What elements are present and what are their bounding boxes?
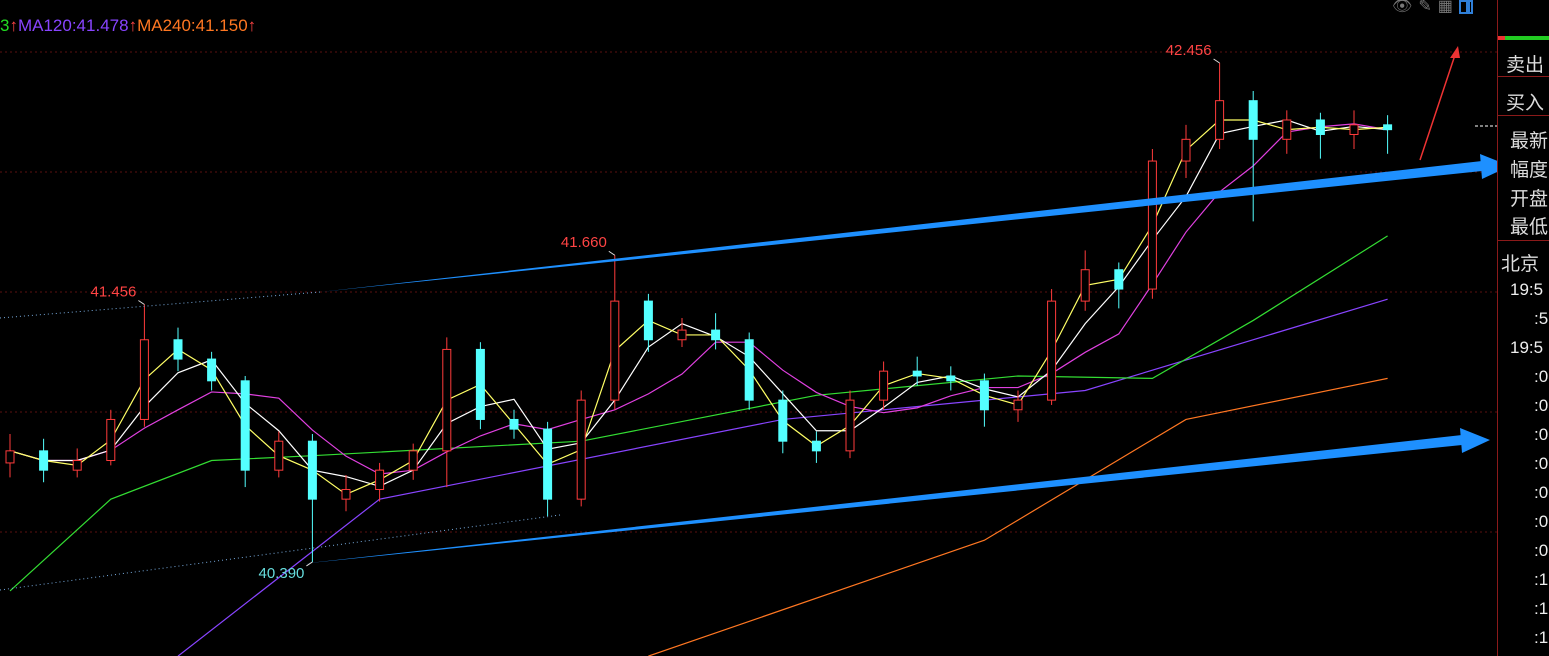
candle-up xyxy=(442,348,452,452)
open-label: 开盘 xyxy=(1510,189,1549,210)
channel-dotted-line xyxy=(0,291,321,319)
annotation-pointer xyxy=(138,300,145,305)
candle-up xyxy=(72,460,82,471)
trade-time: :1 xyxy=(1534,599,1549,618)
ma20-line xyxy=(9,123,1388,475)
legend-item: 3 xyxy=(0,16,10,35)
candle-up xyxy=(1215,100,1225,140)
candle-down xyxy=(240,380,250,471)
candle-down xyxy=(1315,119,1325,135)
candle-up xyxy=(1013,399,1023,411)
candle-up xyxy=(5,450,15,464)
buy-label: 买入 xyxy=(1506,93,1545,114)
upper-trend-arrow xyxy=(320,161,1482,292)
layout-icon[interactable] xyxy=(1458,0,1473,14)
candle-up xyxy=(408,450,418,471)
trade-time: 19:5 xyxy=(1510,280,1544,299)
ma-fast-line xyxy=(9,119,1388,496)
trade-time: :0 xyxy=(1534,425,1549,444)
candle-up xyxy=(375,469,385,490)
candle-up xyxy=(1181,138,1191,162)
arrow-head-icon xyxy=(1480,154,1497,179)
buy-sell-ratio-bar xyxy=(1498,36,1549,40)
change-label: 幅度 xyxy=(1510,160,1549,181)
candle-up xyxy=(1349,124,1359,135)
low-label: 最低 xyxy=(1510,217,1549,238)
trade-time: :5 xyxy=(1534,309,1549,328)
up-arrow-icon: ↑ xyxy=(9,16,18,35)
eye-icon[interactable]: 👁 xyxy=(1392,0,1413,15)
candle-up xyxy=(106,418,116,462)
candle-up xyxy=(610,300,620,401)
trade-time: :1 xyxy=(1534,570,1549,589)
candle-down xyxy=(744,339,754,401)
beijing-label: 北京 xyxy=(1501,254,1540,275)
candle-up xyxy=(879,370,889,401)
candle-up xyxy=(1047,300,1057,401)
ma120-line xyxy=(177,298,1388,656)
up-arrow-icon: ↑ xyxy=(247,16,257,35)
candle-down xyxy=(543,428,553,500)
candle-down xyxy=(643,300,653,341)
trade-time: 19:5 xyxy=(1510,338,1544,357)
grid-icon[interactable]: ▦ xyxy=(1437,0,1453,15)
candle-down xyxy=(778,399,788,442)
price-annotation: 41.660 xyxy=(561,234,607,251)
annotation-pointer xyxy=(1213,58,1220,64)
annotation-pointer xyxy=(306,561,313,567)
candle-down xyxy=(1114,269,1124,290)
pencil-icon[interactable]: ✎ xyxy=(1418,0,1432,15)
trade-time: :0 xyxy=(1534,541,1549,560)
candle-up xyxy=(845,399,855,452)
chart-toolbar: 👁 ✎ ▦ xyxy=(1392,0,1473,16)
annotation-pointer xyxy=(608,250,616,256)
candle-up xyxy=(341,488,351,500)
price-annotation: 40.390 xyxy=(259,565,305,582)
candle-down xyxy=(811,440,821,452)
trade-time: :0 xyxy=(1534,512,1549,531)
candle-down xyxy=(912,370,922,377)
candle-down xyxy=(509,418,519,430)
candle-down xyxy=(1248,100,1258,140)
candle-up xyxy=(1080,269,1090,302)
candle-down xyxy=(946,375,956,382)
candle-down xyxy=(307,440,317,500)
candle-down xyxy=(711,329,721,341)
price-annotation: 42.456 xyxy=(1166,42,1212,59)
price-annotation: 41.456 xyxy=(91,284,137,301)
arrow-head-icon xyxy=(1460,428,1490,453)
candlestick-chart[interactable]: 41.456 40.390 41.660 42.456 xyxy=(0,0,1497,656)
candle-down xyxy=(979,380,989,411)
candle-up xyxy=(139,339,149,420)
candle-down xyxy=(173,339,183,360)
candle-up xyxy=(576,399,586,500)
trade-time: :1 xyxy=(1534,628,1549,647)
candle-up xyxy=(274,440,284,471)
candle-up xyxy=(1282,119,1292,140)
sell-label: 卖出 xyxy=(1506,55,1545,76)
candle-down xyxy=(39,450,49,471)
trade-time: :0 xyxy=(1534,454,1549,473)
quote-panel: 卖出 买入 最新 幅度 开盘 最低 北京 19:5 :5 19:5 :0 :0 :0 :0:… xyxy=(1497,0,1549,656)
ma-mid-line xyxy=(9,119,1388,487)
trade-time: :0 xyxy=(1534,396,1549,415)
candle-up xyxy=(1147,160,1157,290)
candle-down xyxy=(1383,124,1393,131)
legend-ma240: MA240:41.150 xyxy=(137,16,248,35)
trade-time: :0 xyxy=(1534,483,1549,502)
candle-down xyxy=(207,358,217,382)
candle-down xyxy=(475,348,485,420)
arrow-head-icon xyxy=(1450,46,1460,58)
red-up-arrow xyxy=(1419,51,1457,161)
candle-up xyxy=(677,329,687,341)
ma-legend: 3↑MA120:41.478↑MA240:41.150↑ xyxy=(0,16,256,36)
latest-label: 最新 xyxy=(1510,131,1549,152)
trade-time: :0 xyxy=(1534,367,1549,386)
ma60-line xyxy=(9,235,1388,592)
legend-ma120: MA120:41.478 xyxy=(17,16,129,35)
up-arrow-icon: ↑ xyxy=(128,16,138,35)
lower-trend-arrow xyxy=(300,435,1462,564)
